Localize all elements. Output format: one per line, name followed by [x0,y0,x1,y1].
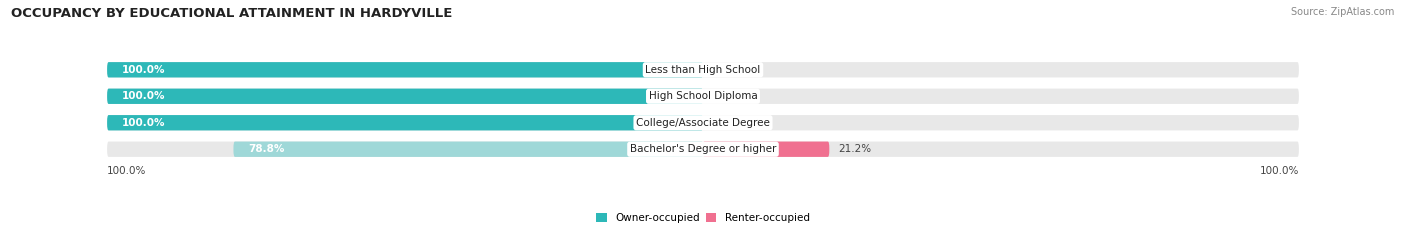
FancyBboxPatch shape [107,141,1299,157]
Text: College/Associate Degree: College/Associate Degree [636,118,770,128]
FancyBboxPatch shape [107,89,1299,104]
FancyBboxPatch shape [107,62,703,77]
Text: 100.0%: 100.0% [122,118,166,128]
Text: 0.0%: 0.0% [711,91,738,101]
Text: 0.0%: 0.0% [711,118,738,128]
FancyBboxPatch shape [107,62,1299,77]
Text: Source: ZipAtlas.com: Source: ZipAtlas.com [1291,7,1395,17]
Text: OCCUPANCY BY EDUCATIONAL ATTAINMENT IN HARDYVILLE: OCCUPANCY BY EDUCATIONAL ATTAINMENT IN H… [11,7,453,20]
FancyBboxPatch shape [703,141,830,157]
Text: Bachelor's Degree or higher: Bachelor's Degree or higher [630,144,776,154]
FancyBboxPatch shape [107,115,703,130]
Text: 21.2%: 21.2% [838,144,872,154]
Text: High School Diploma: High School Diploma [648,91,758,101]
Text: 0.0%: 0.0% [711,65,738,75]
Text: Less than High School: Less than High School [645,65,761,75]
Text: 100.0%: 100.0% [122,91,166,101]
Text: 100.0%: 100.0% [122,65,166,75]
Text: 100.0%: 100.0% [107,166,146,176]
Text: 100.0%: 100.0% [1260,166,1299,176]
Text: 78.8%: 78.8% [249,144,285,154]
Legend: Owner-occupied, Renter-occupied: Owner-occupied, Renter-occupied [596,213,810,223]
FancyBboxPatch shape [107,89,703,104]
FancyBboxPatch shape [233,141,703,157]
FancyBboxPatch shape [107,115,1299,130]
